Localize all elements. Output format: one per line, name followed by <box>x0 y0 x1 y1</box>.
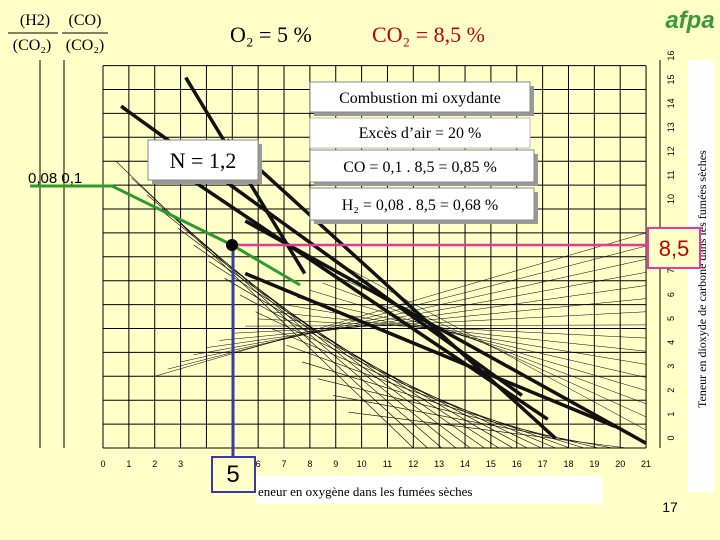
box <box>309 187 535 221</box>
y-tick-label: 11 <box>666 170 676 179</box>
x-tick-label: 11 <box>383 459 392 469</box>
o2-value: O₂ = 5 % <box>230 22 312 47</box>
x-axis-title: eneur en oxygène dans les fumées sèches <box>258 484 472 499</box>
diagonal <box>255 311 542 449</box>
x-tick-label: 8 <box>307 459 312 469</box>
x-tick-label: 3 <box>178 459 183 469</box>
diagonal <box>162 211 457 449</box>
y-tick-label: 2 <box>666 388 676 393</box>
co2-value: CO₂ = 8,5 % <box>372 22 485 47</box>
x-tick-label: 15 <box>486 459 496 469</box>
excess-air-text: Excès d’air = 20 % <box>359 125 482 142</box>
h2-label: (H2) <box>20 12 50 29</box>
diagonal <box>258 318 647 339</box>
diagonal <box>224 278 514 449</box>
x-tick-label: 0 <box>100 459 105 469</box>
o2-reading: 5 <box>226 461 239 488</box>
x-tick-label: 20 <box>615 459 625 469</box>
co2-label: (CO₂) <box>13 37 51 54</box>
co2-reading: 8,5 <box>659 236 690 261</box>
y-tick-label: 5 <box>666 316 676 321</box>
x-tick-label: 19 <box>589 459 599 469</box>
y-tick-label: 4 <box>666 340 676 345</box>
x-tick-label: 6 <box>256 459 261 469</box>
operating-point <box>226 239 238 251</box>
diagonal <box>348 411 627 449</box>
combustion-text: Combustion mi oxydante <box>339 90 501 107</box>
y-tick-label: 0 <box>666 435 676 440</box>
y-tick-label: 12 <box>666 146 676 156</box>
co-calc-text: CO = 0,1 . 8,5 = 0,85 % <box>343 159 497 176</box>
n-text: N = 1,2 <box>170 148 237 173</box>
co-label: (CO) <box>69 12 102 29</box>
co2-box <box>647 227 701 269</box>
x-tick-label: 7 <box>282 459 287 469</box>
y-axis-title: Teneur en dioxyde de carbone dans les fu… <box>695 150 709 408</box>
diagonal <box>193 244 485 449</box>
box <box>309 149 535 183</box>
o2-box <box>211 456 256 493</box>
left-reading: 0,08 0,1 <box>28 170 82 187</box>
x-tick-label: 13 <box>434 459 444 469</box>
x-tick-label: 18 <box>563 459 573 469</box>
x-tick-label: 9 <box>333 459 338 469</box>
y-tick-label: 13 <box>666 122 676 132</box>
box <box>309 81 531 113</box>
y-tick-label: 7 <box>666 268 676 273</box>
box <box>147 139 259 181</box>
page-number: 17 <box>662 499 678 515</box>
diagonal <box>206 285 647 348</box>
boxes: Combustion mi oxydante Excès d’air = 20 … <box>147 81 538 224</box>
x-tick-label: 2 <box>152 459 157 469</box>
y-tick-label: 6 <box>666 292 676 297</box>
combustion-line <box>148 150 549 421</box>
diagonal <box>219 298 647 341</box>
diagonal <box>232 311 647 334</box>
x-tick-label: 16 <box>512 459 522 469</box>
x-tick-label: 1 <box>126 459 131 469</box>
x-tick-label: 14 <box>460 459 470 469</box>
diagonal <box>146 194 442 449</box>
x-title-box <box>256 476 602 504</box>
diagonal <box>131 177 428 449</box>
box <box>309 117 531 149</box>
x-tick-label: 17 <box>538 459 548 469</box>
diagonal <box>208 261 499 449</box>
logo: afpa <box>665 7 714 34</box>
h2-calc-text: H₂ = 0,08 . 8,5 = 0,68 % <box>342 197 499 214</box>
y-tick-label: 14 <box>666 98 676 108</box>
x-tick-label: 10 <box>357 459 367 469</box>
y-tick-label: 16 <box>666 51 676 61</box>
diagonal <box>177 227 471 449</box>
y-tick-label: 3 <box>666 364 676 369</box>
x-tick-label: 21 <box>641 459 651 469</box>
y-title-box <box>688 60 714 492</box>
y-tick-label: 10 <box>666 194 676 204</box>
combustion-line <box>244 271 616 429</box>
diagonal <box>245 324 647 327</box>
green-line <box>30 184 301 287</box>
x-tick-label: 12 <box>408 459 418 469</box>
co2-label: (CO₂) <box>66 37 104 54</box>
y-tick-label: 1 <box>666 412 676 417</box>
diagonal <box>167 245 647 370</box>
y-tick-label: 15 <box>666 74 676 84</box>
diagonal <box>154 232 647 377</box>
combustion-line <box>244 219 647 445</box>
diagonal <box>333 395 613 449</box>
